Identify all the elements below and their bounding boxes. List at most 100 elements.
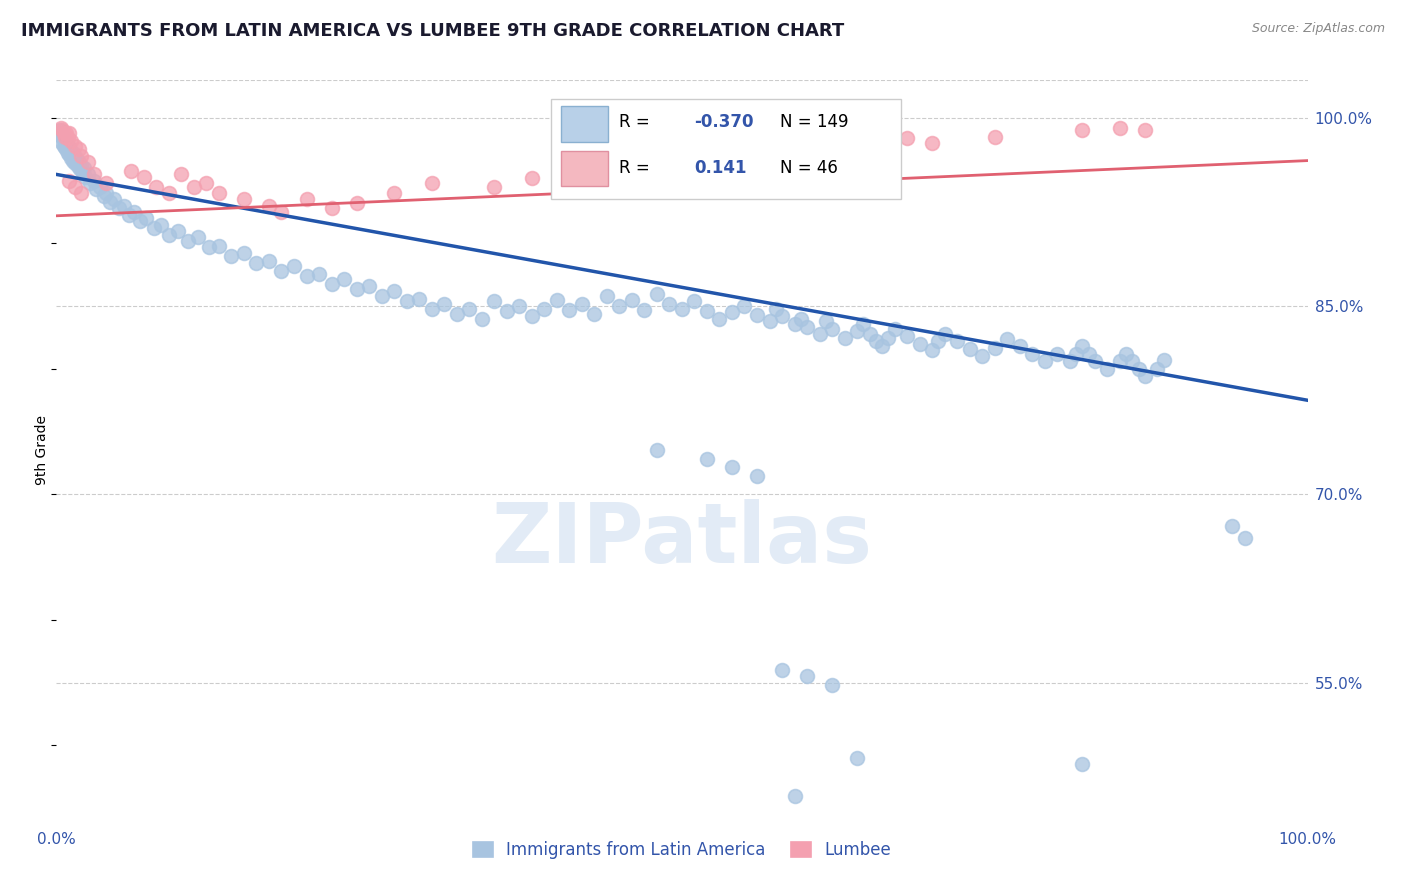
Point (72, 166, 94, 180)
Point (98, 194, 121, 209)
Point (208, 186, 231, 201)
Point (157, 227, 180, 242)
Text: 0.141: 0.141 (695, 159, 747, 177)
Point (1109, 120, 1132, 135)
Point (51, 136, 73, 150)
Point (51, 126, 73, 140)
Point (671, 159, 693, 173)
Point (783, 317, 806, 331)
Point (55, 142, 77, 156)
Point (233, 246, 256, 260)
Point (484, 294, 506, 309)
Point (257, 254, 280, 268)
Point (790, 311, 813, 326)
Point (79, 176, 101, 190)
Point (1109, 354, 1132, 368)
Point (745, 468, 768, 483)
Point (896, 131, 918, 145)
Point (53, 134, 76, 148)
Point (1234, 531, 1257, 545)
Point (270, 205, 292, 219)
Point (420, 301, 443, 316)
Point (60, 134, 83, 148)
Point (73, 161, 96, 175)
Y-axis label: 9th Grade: 9th Grade (35, 416, 49, 485)
Point (118, 208, 141, 222)
Point (1084, 354, 1107, 368)
Point (198, 240, 221, 254)
Point (53, 140, 76, 154)
Point (821, 678, 844, 692)
Point (142, 221, 165, 235)
Point (433, 296, 456, 310)
Point (58, 126, 80, 140)
Point (984, 129, 1007, 144)
Point (89, 180, 111, 194)
FancyBboxPatch shape (561, 151, 607, 186)
Point (852, 317, 875, 331)
Point (183, 180, 205, 194)
Point (596, 289, 619, 303)
Point (796, 669, 818, 683)
Point (108, 201, 131, 215)
Point (846, 324, 869, 338)
Point (359, 279, 381, 293)
Point (370, 289, 392, 303)
Point (145, 180, 167, 194)
Point (583, 307, 606, 321)
Point (770, 309, 793, 323)
Point (1133, 123, 1156, 137)
Point (921, 136, 943, 150)
Point (170, 168, 193, 182)
Point (56, 131, 79, 145)
Point (283, 259, 305, 273)
Point (814, 314, 837, 328)
Point (865, 334, 887, 349)
Point (846, 751, 869, 765)
Point (571, 163, 593, 178)
Point (972, 349, 994, 363)
Point (257, 199, 280, 213)
Point (382, 284, 405, 298)
Text: N = 46: N = 46 (779, 159, 838, 177)
Point (83, 174, 105, 188)
Point (1071, 757, 1094, 772)
Point (157, 186, 180, 201)
Point (308, 267, 330, 281)
Point (56, 146, 79, 161)
Point (1133, 369, 1156, 384)
Text: ZIPatlas: ZIPatlas (492, 499, 872, 580)
Point (83, 168, 105, 182)
Point (696, 304, 718, 318)
Point (76, 168, 98, 182)
Text: IMMIGRANTS FROM LATIN AMERICA VS LUMBEE 9TH GRADE CORRELATION CHART: IMMIGRANTS FROM LATIN AMERICA VS LUMBEE … (21, 22, 845, 40)
Point (808, 326, 831, 341)
Text: Source: ZipAtlas.com: Source: ZipAtlas.com (1251, 22, 1385, 36)
Point (721, 305, 744, 319)
Point (1071, 339, 1094, 353)
Point (709, 311, 731, 326)
Point (63, 180, 86, 194)
Point (195, 176, 218, 190)
Point (96, 186, 118, 201)
Point (166, 224, 188, 238)
Point (221, 249, 243, 263)
Point (73, 169, 96, 184)
Point (59, 144, 82, 158)
Point (51, 120, 73, 135)
Point (295, 268, 318, 283)
Point (187, 230, 209, 244)
Point (633, 302, 655, 317)
Point (67, 142, 90, 156)
Point (546, 293, 568, 307)
Point (821, 322, 844, 336)
Point (58, 174, 80, 188)
Legend: Immigrants from Latin America, Lumbee: Immigrants from Latin America, Lumbee (467, 834, 897, 865)
Text: R =: R = (620, 159, 655, 177)
Point (395, 294, 418, 309)
Point (870, 126, 893, 140)
Point (58, 141, 80, 155)
Point (696, 452, 718, 467)
Point (609, 299, 631, 313)
Point (745, 308, 768, 322)
